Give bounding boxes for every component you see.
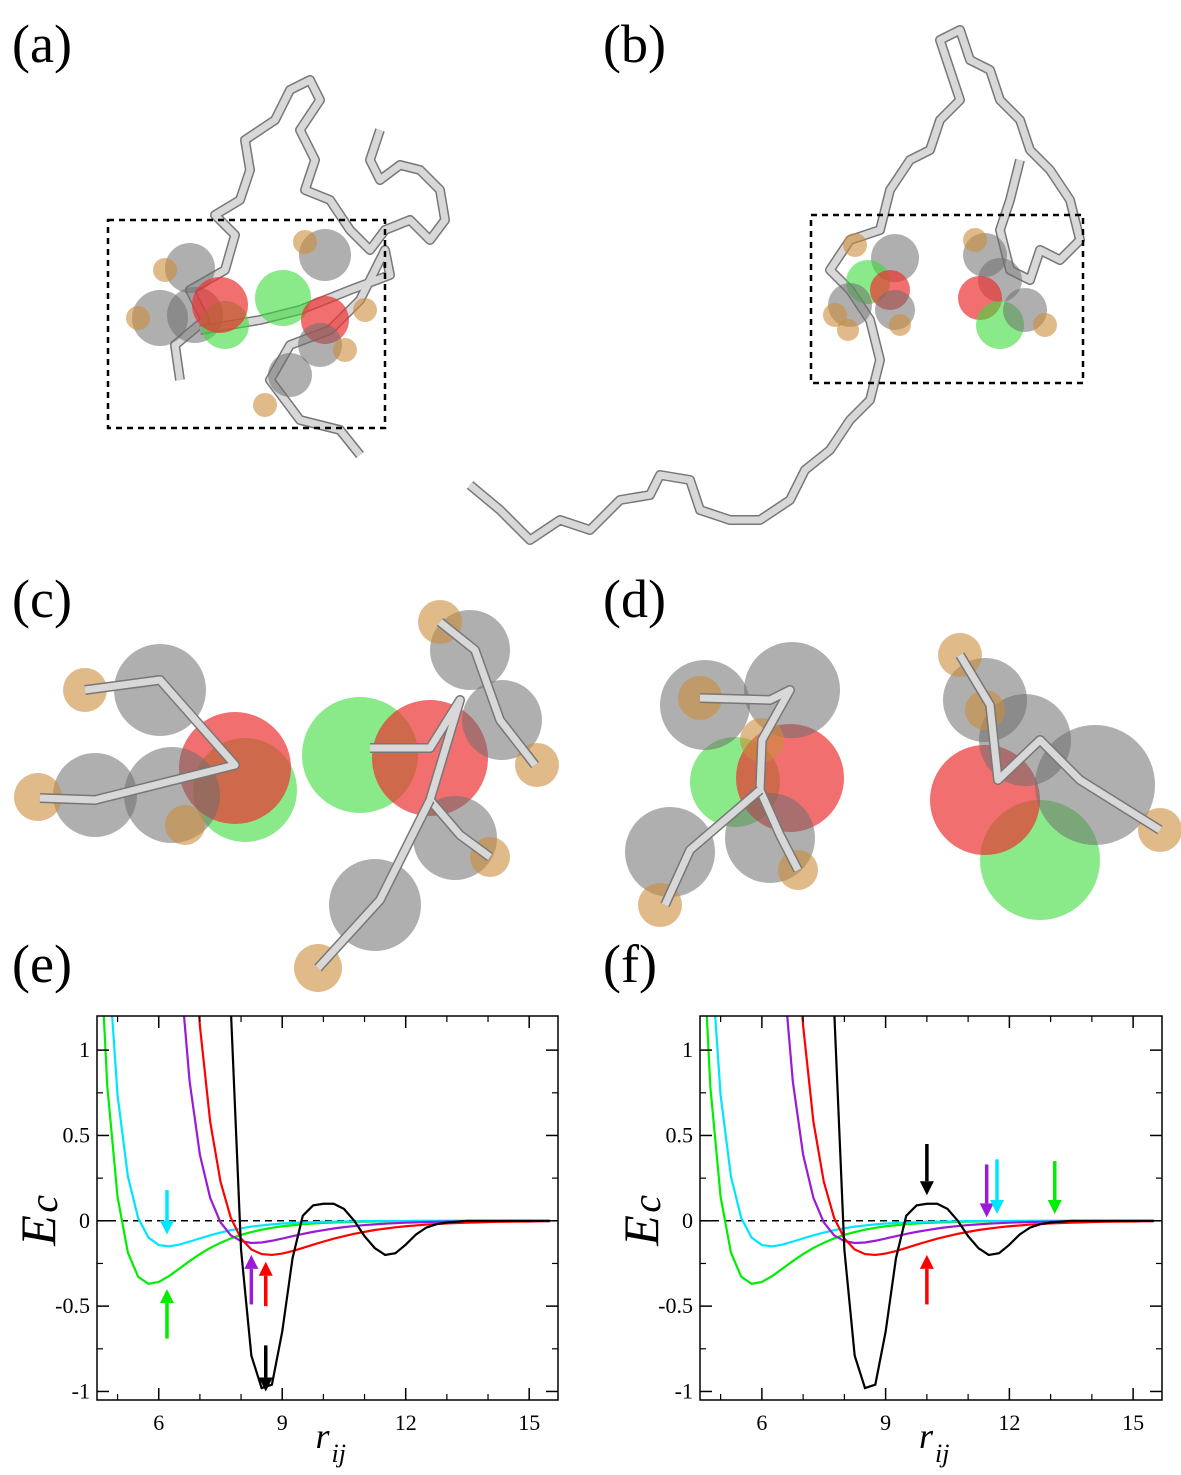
curve xyxy=(801,1016,1154,1257)
arrow-head xyxy=(159,1289,174,1304)
x-tick-label: 6 xyxy=(756,1410,767,1435)
chart: (f) 6 9 12 15 -1 -0.5 0 0.5 1 Ec r ij xyxy=(603,934,1163,1468)
panel-label: (d) xyxy=(603,569,666,629)
x-axis-label-sub: ij xyxy=(332,1439,346,1468)
chart: (e) 6 9 12 15 -1 -0.5 0 0.5 1 Ec r ij xyxy=(10,934,559,1468)
curve xyxy=(786,1016,1154,1245)
protein-b xyxy=(466,25,1085,545)
curve xyxy=(833,1016,1154,1390)
residues-d xyxy=(625,633,1181,927)
x-tick-label: 9 xyxy=(277,1410,288,1435)
y-axis-label-sub: c xyxy=(21,1195,66,1213)
protein-a xyxy=(106,75,450,459)
panel-label: (f) xyxy=(603,934,657,994)
y-tick-label: -1 xyxy=(675,1378,693,1403)
y-axis-label: Ec xyxy=(10,1195,66,1247)
panel-label: (e) xyxy=(12,934,72,994)
arrow-head xyxy=(258,1261,273,1276)
y-tick-label: -0.5 xyxy=(55,1293,90,1318)
x-axis-label-sub: ij xyxy=(935,1439,949,1468)
y-tick-label: 0 xyxy=(682,1208,693,1233)
panel-label: (a) xyxy=(12,14,72,74)
y-tick-label: -0.5 xyxy=(658,1293,693,1318)
x-tick-label: 15 xyxy=(1122,1410,1144,1435)
panel-label: (b) xyxy=(603,14,666,74)
y-tick-label: 1 xyxy=(79,1037,90,1062)
residues-c xyxy=(14,600,559,992)
x-tick-label: 12 xyxy=(395,1410,417,1435)
y-tick-label: 0.5 xyxy=(666,1122,694,1147)
y-axis-label-main: E xyxy=(10,1215,66,1247)
curve xyxy=(230,1016,550,1390)
arrow-head xyxy=(1047,1199,1062,1214)
curve xyxy=(198,1016,550,1257)
y-tick-label: 0.5 xyxy=(63,1122,91,1147)
arrow-head xyxy=(159,1220,174,1235)
x-tick-label: 6 xyxy=(153,1410,164,1435)
arrow-head xyxy=(244,1254,259,1269)
x-tick-label: 12 xyxy=(998,1410,1020,1435)
arrow-head xyxy=(919,1254,934,1269)
arrow-head xyxy=(919,1181,934,1196)
y-axis-label-sub: c xyxy=(624,1195,669,1213)
x-tick-label: 15 xyxy=(518,1410,540,1435)
arrow-head xyxy=(258,1377,273,1392)
y-tick-label: 0 xyxy=(79,1208,90,1233)
x-tick-label: 9 xyxy=(880,1410,891,1435)
y-axis-label-main: E xyxy=(613,1215,669,1247)
plot-frame xyxy=(96,1015,559,1401)
panel-label: (c) xyxy=(12,569,72,629)
plot-frame xyxy=(699,1015,1163,1401)
y-axis-label: Ec xyxy=(613,1195,669,1247)
y-tick-label: -1 xyxy=(72,1378,90,1403)
x-axis-label-main: r xyxy=(316,1416,331,1456)
x-axis-label-main: r xyxy=(919,1416,934,1456)
arrow-head xyxy=(979,1203,994,1218)
y-tick-label: 1 xyxy=(682,1037,693,1062)
arrow-head xyxy=(990,1199,1004,1214)
